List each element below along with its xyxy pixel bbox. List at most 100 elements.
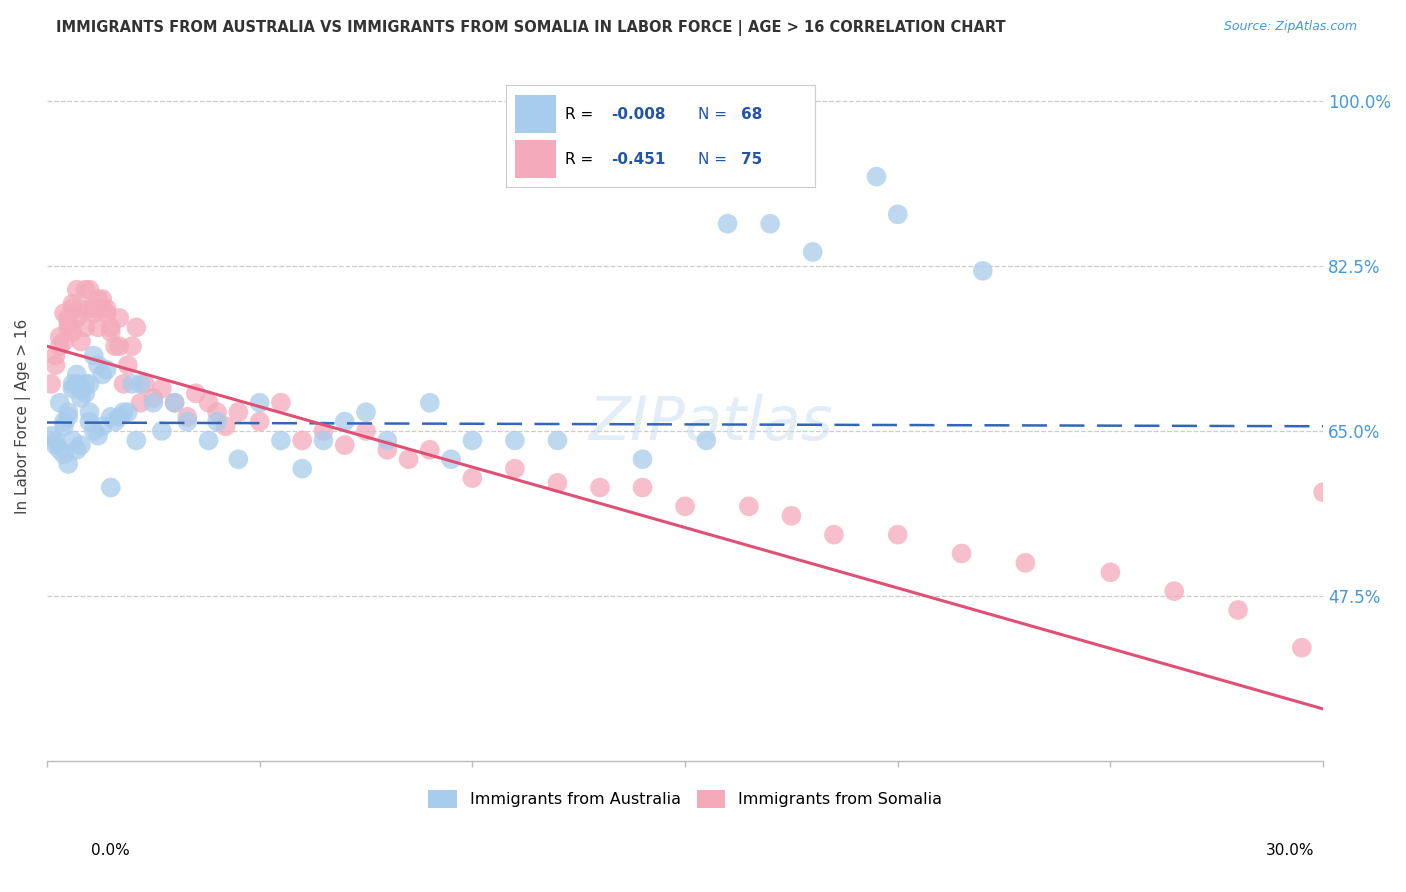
Point — [440, 452, 463, 467]
Text: R =: R = — [565, 107, 598, 122]
Point — [58, 310, 80, 325]
Point — [695, 434, 717, 448]
Point — [972, 264, 994, 278]
FancyBboxPatch shape — [516, 95, 555, 133]
Point — [631, 481, 654, 495]
Point — [48, 330, 70, 344]
Point — [205, 405, 228, 419]
Point — [546, 475, 568, 490]
Point — [66, 310, 89, 325]
Point — [62, 382, 84, 396]
Point — [129, 395, 152, 409]
Point — [163, 395, 186, 409]
Point — [87, 320, 110, 334]
Point — [66, 442, 89, 457]
Point — [70, 301, 93, 316]
Point — [1014, 556, 1036, 570]
Point — [96, 306, 118, 320]
Y-axis label: In Labor Force | Age > 16: In Labor Force | Age > 16 — [15, 319, 31, 515]
Point — [44, 358, 66, 372]
Point — [75, 376, 97, 391]
Point — [1099, 566, 1122, 580]
Point — [79, 376, 101, 391]
Point — [228, 405, 250, 419]
Point — [87, 358, 110, 372]
Point — [142, 395, 165, 409]
Point — [1312, 485, 1334, 500]
Point — [354, 405, 377, 419]
Point — [91, 292, 114, 306]
Point — [100, 481, 122, 495]
Point — [354, 424, 377, 438]
Legend: Immigrants from Australia, Immigrants from Somalia: Immigrants from Australia, Immigrants fr… — [422, 783, 949, 814]
Text: N =: N = — [697, 153, 731, 167]
Point — [70, 391, 93, 405]
Point — [53, 306, 76, 320]
Point — [108, 339, 131, 353]
Point — [461, 471, 484, 485]
Point — [53, 419, 76, 434]
Point — [125, 320, 148, 334]
Point — [184, 386, 207, 401]
Point — [48, 442, 70, 457]
Point — [503, 461, 526, 475]
Point — [333, 438, 356, 452]
Point — [83, 306, 105, 320]
Text: 75: 75 — [741, 153, 762, 167]
Point — [134, 376, 156, 391]
Text: 30.0%: 30.0% — [1267, 843, 1315, 858]
Point — [375, 434, 398, 448]
Point — [87, 292, 110, 306]
Point — [801, 244, 824, 259]
Point — [142, 391, 165, 405]
Point — [53, 334, 76, 349]
Point — [197, 434, 219, 448]
Point — [129, 376, 152, 391]
Point — [176, 409, 198, 424]
Point — [503, 434, 526, 448]
Point — [865, 169, 887, 184]
Text: R =: R = — [565, 153, 603, 167]
Point — [176, 415, 198, 429]
Point — [96, 363, 118, 377]
Point — [91, 419, 114, 434]
Point — [44, 349, 66, 363]
Point — [39, 376, 62, 391]
Point — [53, 415, 76, 429]
Point — [58, 457, 80, 471]
Point — [673, 500, 696, 514]
Point — [214, 419, 236, 434]
Point — [950, 546, 973, 560]
Point — [631, 452, 654, 467]
Point — [887, 207, 910, 221]
Point — [823, 527, 845, 541]
Point — [66, 368, 89, 382]
Point — [398, 452, 420, 467]
Point — [79, 405, 101, 419]
Point — [125, 434, 148, 448]
Point — [62, 376, 84, 391]
Point — [249, 395, 271, 409]
Point — [150, 424, 173, 438]
Point — [887, 527, 910, 541]
Point — [44, 438, 66, 452]
Point — [75, 320, 97, 334]
Point — [197, 395, 219, 409]
Point — [91, 301, 114, 316]
Point — [108, 409, 131, 424]
Point — [87, 428, 110, 442]
Point — [100, 325, 122, 339]
Point — [121, 339, 143, 353]
Point — [83, 349, 105, 363]
Point — [100, 409, 122, 424]
Point — [546, 434, 568, 448]
Point — [79, 283, 101, 297]
Point — [249, 415, 271, 429]
Point — [83, 301, 105, 316]
Point — [117, 405, 139, 419]
Point — [62, 301, 84, 316]
Text: 68: 68 — [741, 107, 762, 122]
Point — [79, 415, 101, 429]
Point — [58, 316, 80, 330]
Text: 0.0%: 0.0% — [91, 843, 131, 858]
